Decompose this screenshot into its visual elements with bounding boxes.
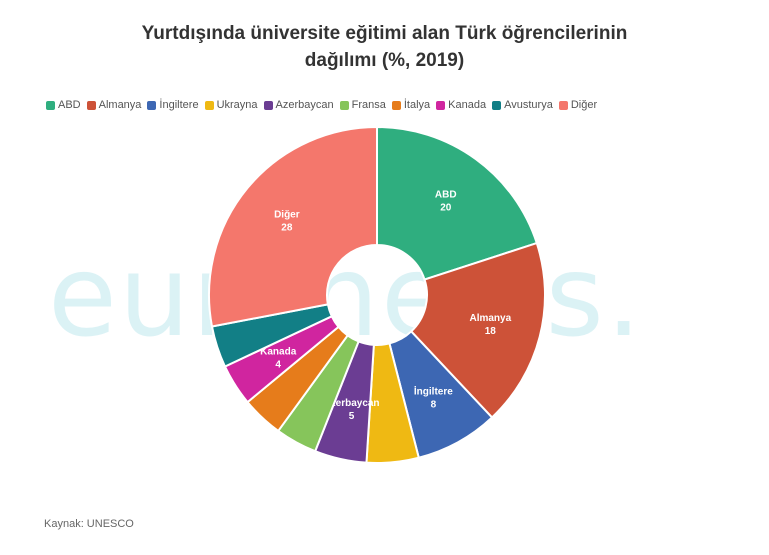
chart-legend: ABD Almanya İngiltere Ukrayna Azerbaycan Fran…	[46, 96, 746, 114]
legend-label: Ukrayna	[216, 99, 258, 111]
legend-item: Ukrayna	[204, 99, 258, 111]
legend-item: Kanada	[436, 99, 486, 111]
legend-label: Fransa	[351, 99, 386, 111]
donut-slice	[409, 241, 546, 419]
chart-title: Yurtdışında üniversite eğitimi alan Türk…	[0, 20, 769, 74]
slice-label-name: İngiltere	[414, 385, 453, 398]
legend-item: Avusturya	[492, 99, 553, 111]
legend-swatch	[339, 100, 349, 110]
legend-item: Almanya	[86, 99, 142, 111]
legend-label: Diğer	[570, 99, 598, 111]
slice-data-label: Kanada 4	[260, 347, 297, 371]
slice-label-value: 8	[431, 400, 437, 411]
donut-slice	[376, 125, 539, 281]
legend-swatch	[436, 100, 446, 110]
legend-swatch	[492, 100, 502, 110]
legend-label: Azerbaycan	[275, 99, 334, 111]
legend-item: İngiltere	[147, 99, 199, 111]
legend-label: Avusturya	[504, 99, 553, 111]
legend-label: İtalya	[403, 99, 431, 111]
slice-label-value: 20	[440, 202, 452, 213]
legend-label: İngiltere	[159, 99, 199, 111]
legend-label: ABD	[58, 99, 81, 111]
slice-label-name: Azerbaycan	[323, 398, 379, 409]
slice-label-value: 28	[281, 222, 293, 233]
legend-swatch	[263, 100, 273, 110]
legend-item: Fransa	[339, 99, 386, 111]
slice-label-name: Kanada	[260, 347, 297, 358]
legend-swatch	[204, 100, 214, 110]
slice-data-label: Almanya 18	[469, 313, 511, 337]
legend-label: Kanada	[448, 99, 487, 111]
slice-label-value: 18	[485, 326, 497, 337]
legend-swatch	[558, 100, 568, 110]
slice-data-label: İngiltere 8	[414, 385, 453, 411]
legend-label: Almanya	[98, 99, 142, 111]
legend-item: ABD	[46, 99, 81, 111]
chart-title-line-2: dağılımı (%, 2019)	[304, 50, 465, 71]
slice-data-label: Diğer 28	[274, 209, 300, 233]
legend-item: Azerbaycan	[263, 99, 334, 111]
legend-item: İtalya	[391, 99, 431, 111]
source-note: Kaynak: UNESCO	[44, 518, 134, 530]
slice-data-label: ABD 20	[435, 189, 457, 213]
legend-swatch	[46, 100, 55, 110]
donut-slice	[208, 125, 378, 328]
slice-label-value: 4	[275, 360, 281, 371]
slice-label-name: ABD	[435, 189, 457, 200]
legend-item: Diğer	[558, 99, 598, 111]
chart-title-line-1: Yurtdışında üniversite eğitimi alan Türk…	[141, 23, 628, 44]
legend-swatch	[147, 100, 157, 110]
slice-label-name: Diğer	[274, 209, 300, 220]
slice-data-label: Azerbaycan 5	[323, 398, 379, 422]
legend-swatch	[391, 100, 401, 110]
slice-label-name: Almanya	[469, 313, 511, 324]
slice-label-value: 5	[349, 411, 355, 422]
legend-swatch	[86, 100, 96, 110]
